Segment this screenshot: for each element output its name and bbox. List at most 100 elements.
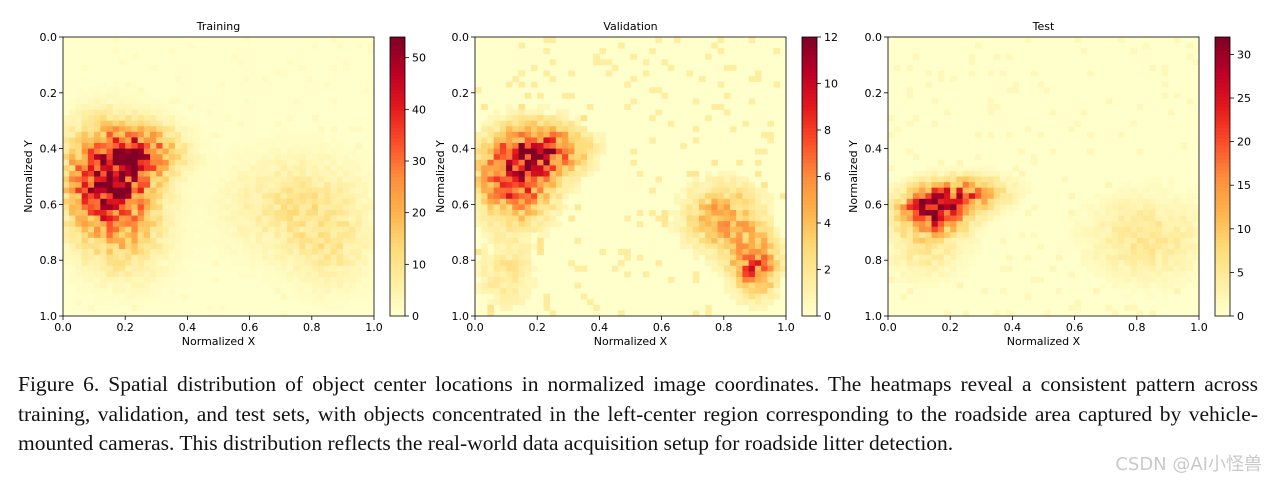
heatmap-cell bbox=[636, 221, 644, 228]
heatmap-cell bbox=[711, 232, 718, 239]
heatmap-cell bbox=[518, 282, 526, 289]
colorbar-segment bbox=[390, 260, 405, 265]
heatmap-cell bbox=[156, 176, 163, 183]
heatmap-cell bbox=[280, 70, 288, 77]
heatmap-cell bbox=[87, 271, 95, 278]
heatmap-cell bbox=[330, 198, 338, 205]
heatmap-cell bbox=[193, 221, 201, 228]
heatmap-cell bbox=[1093, 243, 1100, 250]
heatmap-cell bbox=[900, 276, 908, 283]
heatmap-cell bbox=[686, 232, 694, 239]
heatmap-cell bbox=[143, 159, 151, 166]
heatmap-cell bbox=[137, 170, 145, 177]
heatmap-cell bbox=[1149, 204, 1156, 211]
heatmap-cell bbox=[518, 193, 526, 200]
heatmap-cell bbox=[518, 109, 526, 116]
heatmap-cell bbox=[336, 221, 344, 228]
heatmap-cell bbox=[69, 109, 76, 116]
colorbar-segment bbox=[802, 96, 817, 101]
colorbar-segment bbox=[390, 85, 405, 90]
heatmap-cell bbox=[87, 182, 95, 189]
heatmap-cell bbox=[218, 237, 226, 244]
heatmap-cell bbox=[131, 232, 139, 239]
heatmap-cell bbox=[311, 148, 319, 155]
colorbar-segment bbox=[1215, 43, 1230, 48]
heatmap-cell bbox=[767, 282, 774, 289]
heatmap-cell bbox=[224, 187, 232, 194]
heatmap-cell bbox=[1130, 243, 1138, 250]
heatmap-cell bbox=[168, 221, 176, 228]
colorbar-segment bbox=[1215, 288, 1230, 293]
heatmap-cell bbox=[562, 137, 569, 144]
heatmap-cell bbox=[1124, 254, 1131, 261]
heatmap-cell bbox=[754, 70, 762, 77]
heatmap-cell bbox=[524, 221, 532, 228]
heatmap-cell bbox=[661, 221, 669, 228]
heatmap-cell bbox=[143, 148, 151, 155]
heatmap-cell bbox=[962, 271, 970, 278]
heatmap-cell bbox=[568, 143, 575, 149]
heatmap-cell bbox=[168, 271, 176, 278]
heatmap-cell bbox=[224, 232, 232, 239]
heatmap-cell bbox=[493, 126, 501, 133]
heatmap-cell bbox=[555, 204, 563, 211]
heatmap-cell bbox=[336, 288, 344, 295]
heatmap-cell bbox=[555, 143, 563, 149]
heatmap-cell bbox=[349, 265, 356, 272]
heatmap-cell bbox=[512, 204, 519, 211]
heatmap-cell bbox=[1149, 276, 1156, 283]
heatmap-cell bbox=[206, 131, 213, 138]
heatmap-cell bbox=[361, 176, 369, 183]
heatmap-cell bbox=[512, 148, 519, 155]
heatmap-cell bbox=[330, 249, 338, 256]
heatmap-cell bbox=[698, 198, 706, 205]
colorbar-tick-label: 20 bbox=[1237, 136, 1251, 149]
heatmap-cell bbox=[255, 165, 263, 172]
heatmap-cell bbox=[549, 76, 557, 83]
heatmap-cell bbox=[305, 282, 313, 289]
colorbar-segment bbox=[802, 281, 817, 286]
heatmap-cell bbox=[181, 154, 188, 161]
heatmap-cell bbox=[87, 276, 95, 283]
heatmap-cell bbox=[156, 260, 163, 267]
heatmap-cell bbox=[137, 265, 145, 272]
heatmap-cell bbox=[118, 98, 126, 105]
heatmap-cell bbox=[937, 76, 945, 83]
heatmap-cell bbox=[1080, 226, 1088, 233]
heatmap-cell bbox=[968, 70, 976, 77]
heatmap-cell bbox=[493, 254, 501, 261]
heatmap-cell bbox=[931, 120, 939, 127]
heatmap-cell bbox=[555, 198, 563, 205]
colorbar-segment bbox=[1215, 152, 1230, 157]
heatmap-cell bbox=[187, 209, 195, 216]
heatmap-cell bbox=[894, 243, 901, 250]
heatmap-cell bbox=[187, 221, 195, 228]
heatmap-cell bbox=[493, 226, 501, 233]
heatmap-cell bbox=[243, 204, 250, 211]
heatmap-cell bbox=[249, 148, 257, 155]
heatmap-cell bbox=[1161, 221, 1169, 228]
colorbar-tick-label: 5 bbox=[1237, 266, 1244, 279]
heatmap-cell bbox=[311, 249, 319, 256]
heatmap-cell bbox=[1143, 182, 1150, 189]
heatmap-cell bbox=[987, 215, 995, 222]
heatmap-cell bbox=[218, 159, 226, 166]
heatmap-cell bbox=[324, 81, 331, 88]
heatmap-cell bbox=[562, 193, 569, 200]
heatmap-cell bbox=[742, 249, 750, 256]
heatmap-cell bbox=[937, 182, 945, 189]
heatmap-cell bbox=[888, 265, 895, 272]
heatmap-cell bbox=[1186, 254, 1194, 261]
heatmap-cell bbox=[318, 176, 325, 183]
heatmap-cell bbox=[705, 243, 712, 250]
colorbar-segment bbox=[1215, 232, 1230, 237]
heatmap-cell bbox=[237, 243, 244, 250]
heatmap-cell bbox=[137, 109, 145, 116]
heatmap-cell bbox=[94, 254, 101, 261]
heatmap-cell bbox=[156, 154, 163, 161]
heatmap-cell bbox=[487, 193, 495, 200]
heatmap-cell bbox=[156, 243, 163, 250]
heatmap-cell bbox=[75, 103, 83, 110]
heatmap-cell bbox=[349, 148, 356, 155]
